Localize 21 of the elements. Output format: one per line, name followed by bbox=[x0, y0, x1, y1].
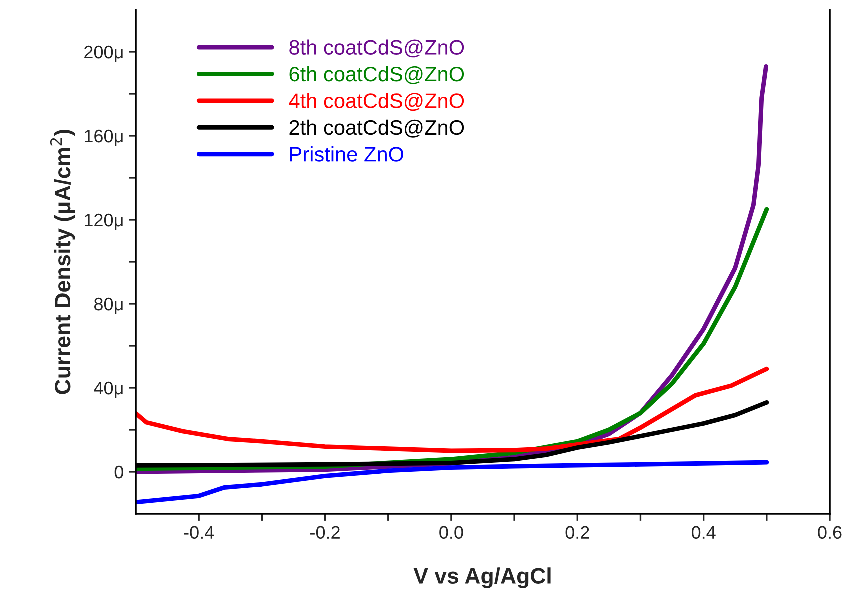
x-tick-label: 0.6 bbox=[818, 526, 842, 540]
y-tick-label: 120μ bbox=[85, 214, 123, 230]
x-axis-title: V vs Ag/AgCl bbox=[414, 568, 551, 588]
legend-label: 6th coatCdS@ZnO bbox=[290, 66, 464, 84]
x-tick-label: -0.4 bbox=[184, 526, 214, 540]
legend-label: 4th coatCdS@ZnO bbox=[289, 93, 464, 112]
y-tick-label: 0 bbox=[114, 466, 124, 479]
legend-label: 8th coatCdS@ZnO bbox=[290, 40, 464, 58]
legend-label: Pristine ZnO bbox=[290, 146, 404, 162]
y-tick-label: 200μ bbox=[84, 46, 123, 62]
x-tick-label: 0.4 bbox=[692, 526, 716, 540]
x-tick-label: -0.2 bbox=[310, 526, 340, 540]
x-tick-label: 0.0 bbox=[440, 526, 464, 540]
y-tick-label: 80μ bbox=[94, 298, 123, 314]
legend-label: 2th coatCdS@ZnO bbox=[290, 120, 464, 138]
line-series bbox=[136, 460, 770, 505]
x-tick-label: 0.2 bbox=[566, 526, 590, 540]
y-tick-label: 40μ bbox=[94, 382, 123, 398]
y-tick-label: 160μ bbox=[85, 130, 123, 146]
line-series bbox=[136, 366, 770, 454]
y-axis-title: Current Density (μA/cm$^{2}$) bbox=[50, 130, 76, 394]
